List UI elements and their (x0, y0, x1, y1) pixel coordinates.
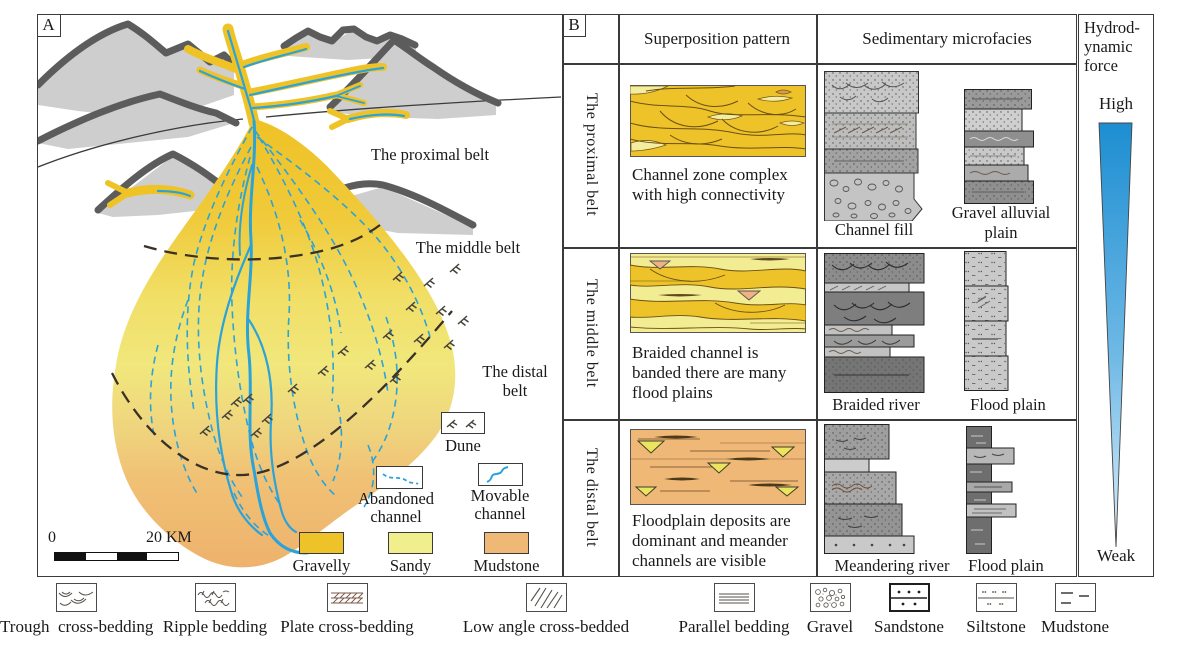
label-flood-plain-distal: Flood plain (968, 556, 1044, 575)
movable-channel-legend-box (478, 463, 523, 486)
label-distal-belt: The distal belt (482, 362, 548, 400)
alluvial-fan-map-graphic (38, 20, 561, 568)
legend-parallel-bedding: Parallel bedding (675, 583, 793, 637)
siltstone-icon (975, 583, 1017, 612)
legend-plate-cross-bedding: Plate cross-bedding (278, 583, 416, 637)
label-movable-channel: Movable channel (470, 486, 530, 523)
microfacies-cell-middle: Braided river Flood plain (816, 247, 1078, 419)
label-proximal-belt: The proximal belt (370, 145, 490, 164)
hydrodynamic-title: Hydrod- ynamic force (1084, 18, 1140, 75)
row-label-middle-belt: The middle belt (583, 278, 600, 388)
sandstone-icon (888, 583, 930, 612)
label-meandering-river: Meandering river (834, 556, 950, 575)
row-label-proximal-belt: The proximal belt (583, 93, 600, 217)
movable-channel-icon (486, 466, 508, 483)
table-hline-header (564, 63, 1076, 65)
hydro-high-label: High (1099, 94, 1133, 113)
abandoned-channel-legend-box (376, 466, 423, 489)
superposition-cell-distal: Floodplain deposits are dominant and mea… (618, 419, 816, 576)
label-middle-belt: The middle belt (415, 238, 521, 257)
dune-legend-box (441, 412, 485, 434)
legend-trough-cross-bedding: Trough cross-bedding (0, 583, 153, 637)
legend-sandstone: Sandstone (868, 583, 950, 637)
log-braided-river (824, 253, 925, 393)
superposition-pattern-proximal (630, 85, 806, 157)
panel-b-label: B (562, 13, 586, 37)
hydro-weak-label: Weak (1096, 546, 1136, 565)
gravel-icon (809, 583, 851, 612)
gravelly-swatch (299, 532, 344, 554)
superposition-pattern-middle (630, 253, 806, 333)
superposition-pattern-distal (630, 429, 806, 505)
hydrodynamic-wedge (1098, 122, 1133, 548)
abandoned-channel-icon (381, 472, 418, 485)
legend-ripple-bedding: Ripple bedding (160, 583, 270, 637)
superposition-cell-middle: Braided channel is banded there are many… (618, 247, 816, 419)
legend-siltstone: Siltstone (958, 583, 1034, 637)
row-label-distal-belt: The distal belt (583, 447, 600, 548)
table-hline-2 (564, 419, 1076, 421)
log-gravel-alluvial-plain (964, 89, 1034, 204)
microfacies-cell-distal: Meandering river Flood plain (816, 419, 1078, 576)
header-superposition-pattern: Superposition pattern (644, 29, 790, 48)
parallel-bedding-icon (713, 583, 755, 612)
legend-low-angle-cross-bedded: Low angle cross-bedded (462, 583, 630, 637)
panel-a-map: A (36, 13, 563, 577)
label-sandy: Sandy (389, 556, 432, 575)
table-hline-1 (564, 247, 1076, 249)
label-flood-plain-middle: Flood plain (970, 395, 1046, 414)
log-flood-plain-middle (964, 251, 1009, 391)
label-abandoned-channel: Abandoned channel (357, 489, 435, 526)
caption-distal: Floodplain deposits are dominant and mea… (632, 511, 791, 570)
scalebar-zero: 0 (48, 529, 56, 546)
ripple-bedding-icon (194, 583, 236, 612)
mudstone-swatch (484, 532, 529, 554)
panel-a-label: A (36, 13, 61, 37)
table-vline-2 (816, 15, 818, 576)
label-dune: Dune (445, 436, 481, 455)
log-meandering-river (824, 424, 915, 554)
log-flood-plain-distal (966, 426, 1017, 554)
header-sedimentary-microfacies: Sedimentary microfacies (862, 29, 1032, 48)
log-channel-fill (824, 71, 923, 221)
label-channel-fill: Channel fill (834, 220, 914, 239)
scale-bar (54, 552, 179, 561)
dune-icon (446, 419, 477, 429)
trough-cross-bedding-icon (55, 583, 97, 612)
label-braided-river: Braided river (832, 395, 920, 414)
scalebar-20km: 20 KM (146, 529, 192, 546)
legend-mudstone: Mudstone (1035, 583, 1115, 637)
plate-cross-bedding-icon (326, 583, 368, 612)
low-angle-cross-bedded-icon (525, 583, 567, 612)
caption-middle: Braided channel is banded there are many… (632, 343, 787, 402)
hydrodynamic-force-panel: Hydrod- ynamic force High Weak (1078, 14, 1154, 577)
legend-gravel: Gravel (800, 583, 860, 637)
label-gravelly: Gravelly (292, 556, 351, 575)
superposition-cell-proximal: Channel zone complex with high connectiv… (618, 63, 816, 247)
panel-b-table: B Superposition pattern Sedimentary micr… (562, 13, 1078, 577)
mudstone-icon (1054, 583, 1096, 612)
label-mudstone: Mudstone (473, 556, 540, 575)
table-vline-1 (618, 15, 620, 576)
sandy-swatch (388, 532, 433, 554)
microfacies-cell-proximal: Channel fill Gravel alluvial plain (816, 63, 1078, 247)
label-gravel-alluvial-plain: Gravel alluvial plain (951, 203, 1051, 242)
caption-proximal: Channel zone complex with high connectiv… (632, 165, 788, 204)
